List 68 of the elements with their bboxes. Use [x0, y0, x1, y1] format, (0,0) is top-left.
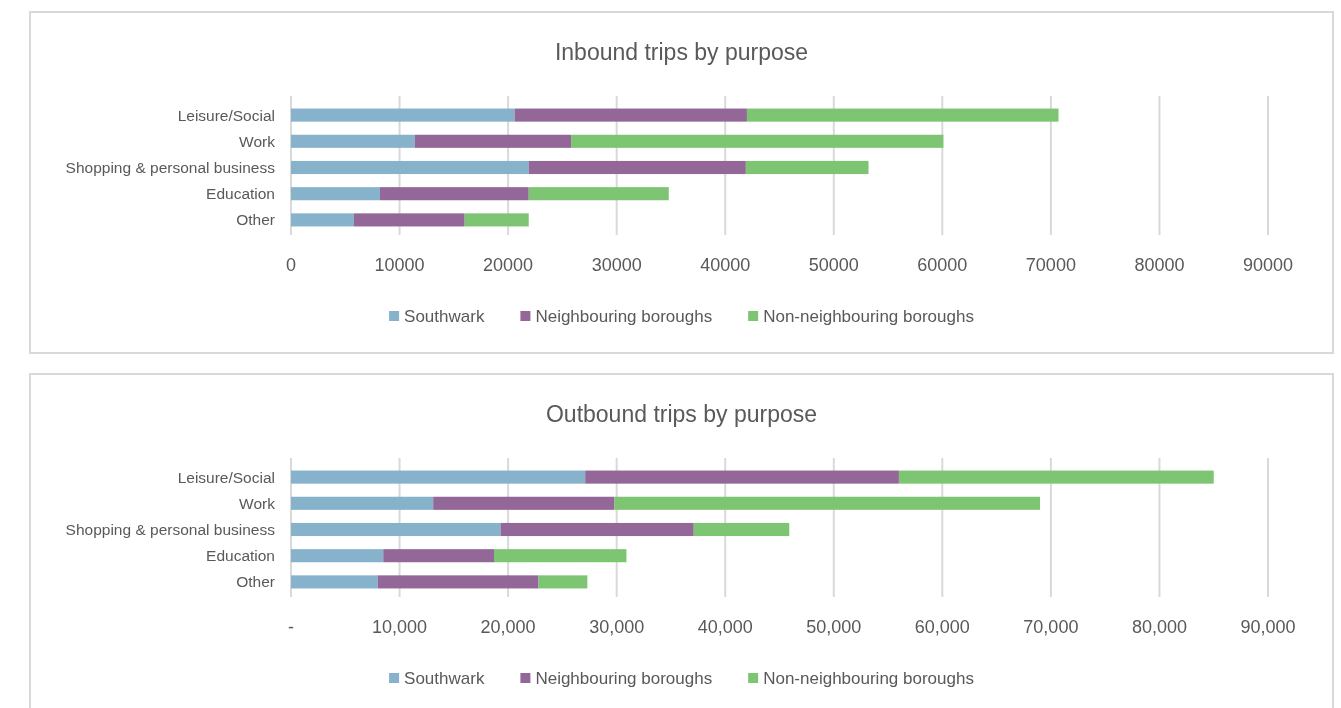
x-tick-label: 80000: [1134, 255, 1185, 275]
bar: [291, 522, 501, 537]
x-tick-label: 70000: [1025, 255, 1076, 275]
bar: [291, 470, 586, 484]
y-tick-label: Shopping & personal business: [65, 520, 276, 538]
bar: [291, 187, 381, 201]
bar: [291, 160, 529, 175]
bar: [538, 575, 588, 589]
bar: [528, 160, 746, 175]
x-tick-label: 90000: [1242, 255, 1294, 275]
x-tick-label: 10000: [374, 255, 425, 275]
x-tick-label: 20000: [483, 255, 534, 275]
bar: [377, 575, 539, 589]
bar: [380, 187, 529, 201]
x-tick-label: 90,000: [1240, 617, 1296, 637]
bar: [464, 213, 529, 227]
bar: [514, 108, 747, 122]
y-tick-label: Work: [239, 494, 276, 512]
y-tick-label: Education: [206, 547, 275, 565]
legend-label: Non-neighbouring boroughs: [763, 668, 974, 688]
bar: [571, 134, 944, 148]
legend-label: Southwark: [404, 306, 485, 326]
y-tick-label: Shopping & personal business: [65, 158, 276, 176]
bar: [353, 213, 465, 227]
bar: [745, 160, 869, 175]
legend-label: Neighbouring boroughs: [535, 668, 713, 688]
x-tick-label: 20,000: [480, 617, 536, 637]
bar: [500, 522, 694, 537]
bar: [291, 496, 434, 510]
x-tick-label: 70,000: [1023, 617, 1079, 637]
x-tick-label: 40,000: [697, 617, 753, 637]
bar: [433, 496, 615, 510]
x-tick-label: 30,000: [589, 617, 645, 637]
y-tick-label: Other: [236, 573, 275, 591]
x-tick-label: 80,000: [1131, 617, 1187, 637]
bar: [614, 496, 1041, 510]
bar: [291, 134, 415, 148]
bar: [585, 470, 899, 484]
x-tick-label: 60000: [917, 255, 968, 275]
x-tick-label: 50,000: [806, 617, 862, 637]
y-tick-label: Education: [206, 185, 275, 203]
legend-label: Non-neighbouring boroughs: [763, 306, 974, 326]
bar: [383, 549, 494, 563]
x-tick-label: 10,000: [372, 617, 428, 637]
y-tick-label: Leisure/Social: [177, 106, 275, 124]
bar: [291, 575, 378, 589]
x-tick-label: 30000: [591, 255, 642, 275]
bar: [746, 108, 1059, 122]
bar: [291, 213, 354, 227]
y-tick-label: Other: [236, 211, 275, 229]
chart-title: Inbound trips by purpose: [554, 39, 809, 65]
y-tick-label: Work: [239, 132, 276, 150]
bar: [291, 108, 515, 122]
bar: [528, 187, 669, 201]
bar: [291, 549, 384, 563]
y-tick-label: Leisure/Social: [177, 468, 275, 486]
x-tick-label: 60,000: [914, 617, 970, 637]
legend-label: Neighbouring boroughs: [535, 306, 713, 326]
x-tick-label: -: [288, 617, 294, 637]
chart-title: Outbound trips by purpose: [545, 401, 818, 427]
x-tick-label: 50000: [808, 255, 859, 275]
bar: [494, 549, 627, 563]
legend-label: Southwark: [404, 668, 485, 688]
x-tick-label: 40000: [700, 255, 751, 275]
bar: [414, 134, 572, 148]
x-tick-label: 0: [285, 255, 297, 275]
bar: [693, 522, 790, 537]
bar: [898, 470, 1214, 484]
